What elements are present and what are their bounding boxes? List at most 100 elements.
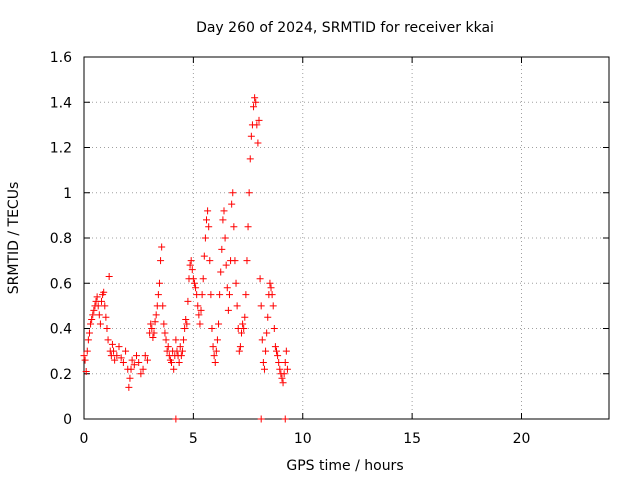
data-point bbox=[281, 415, 289, 423]
data-point bbox=[197, 306, 205, 314]
data-point bbox=[210, 352, 218, 360]
data-point bbox=[204, 207, 212, 215]
data-point bbox=[221, 234, 229, 242]
y-tick-label: 1 bbox=[63, 186, 72, 202]
data-point bbox=[236, 343, 244, 351]
data-point bbox=[251, 94, 259, 102]
data-point bbox=[213, 336, 221, 344]
data-point bbox=[148, 325, 156, 332]
data-point bbox=[225, 291, 233, 299]
data-point bbox=[95, 311, 103, 319]
data-point bbox=[111, 356, 119, 364]
data-point bbox=[273, 347, 280, 355]
data-point bbox=[208, 325, 216, 332]
data-point bbox=[246, 155, 254, 163]
data-point bbox=[253, 121, 261, 129]
x-axis-label: GPS time / hours bbox=[286, 458, 403, 474]
data-point bbox=[125, 383, 133, 391]
data-point bbox=[98, 297, 105, 305]
data-point bbox=[149, 334, 157, 342]
data-point bbox=[143, 356, 151, 364]
data-point bbox=[275, 358, 283, 366]
data-point bbox=[180, 336, 188, 344]
data-point bbox=[176, 343, 184, 351]
data-point bbox=[238, 329, 245, 337]
data-point bbox=[280, 370, 288, 378]
data-point bbox=[239, 320, 247, 328]
data-point bbox=[135, 358, 143, 366]
data-point bbox=[267, 284, 275, 292]
data-point bbox=[247, 132, 255, 140]
data-point bbox=[192, 284, 200, 292]
data-point bbox=[104, 336, 112, 344]
data-point bbox=[207, 291, 215, 299]
data-point bbox=[133, 352, 140, 360]
data-point bbox=[168, 358, 175, 366]
data-point bbox=[159, 302, 167, 310]
data-point bbox=[164, 343, 172, 351]
data-point bbox=[101, 302, 109, 310]
data-point bbox=[216, 291, 224, 299]
tick-marks bbox=[83, 56, 609, 420]
data-point bbox=[218, 245, 226, 253]
data-point bbox=[141, 352, 149, 360]
data-point bbox=[89, 311, 97, 319]
data-point bbox=[220, 207, 228, 215]
data-point bbox=[278, 374, 286, 382]
data-point bbox=[172, 336, 180, 344]
grid-lines bbox=[84, 57, 609, 419]
data-point bbox=[269, 302, 277, 310]
x-tick-label: 5 bbox=[189, 431, 198, 447]
data-point bbox=[87, 320, 95, 328]
data-point bbox=[157, 257, 165, 265]
data-point bbox=[206, 257, 214, 265]
y-tick-label: 1.2 bbox=[50, 141, 72, 157]
data-point bbox=[155, 279, 163, 287]
y-tick-label: 0.2 bbox=[50, 367, 72, 383]
data-point bbox=[232, 279, 240, 287]
data-point bbox=[84, 336, 92, 344]
data-point bbox=[235, 347, 243, 355]
plot-frame bbox=[83, 56, 610, 420]
data-point bbox=[182, 315, 190, 323]
data-point bbox=[139, 365, 147, 373]
data-point bbox=[244, 223, 252, 231]
data-point bbox=[128, 356, 136, 364]
data-point bbox=[170, 365, 178, 373]
x-tick-label: 15 bbox=[403, 431, 421, 447]
data-point bbox=[242, 291, 250, 299]
data-point bbox=[281, 358, 289, 366]
data-point bbox=[108, 340, 116, 348]
data-point bbox=[115, 343, 123, 351]
data-point bbox=[283, 365, 291, 373]
data-point bbox=[224, 306, 232, 314]
data-point bbox=[209, 343, 217, 351]
data-point bbox=[110, 347, 118, 355]
data-point bbox=[254, 139, 262, 147]
data-point bbox=[88, 315, 96, 323]
data-point bbox=[175, 358, 183, 366]
data-point bbox=[223, 284, 231, 292]
data-point bbox=[130, 361, 138, 369]
data-point bbox=[184, 297, 192, 305]
data-point bbox=[276, 365, 284, 373]
data-point bbox=[231, 257, 239, 265]
x-tick-label: 10 bbox=[294, 431, 312, 447]
data-point bbox=[81, 356, 89, 364]
data-point bbox=[188, 266, 196, 274]
data-point bbox=[256, 275, 264, 283]
data-point bbox=[199, 275, 207, 283]
data-point bbox=[250, 103, 258, 111]
data-point bbox=[183, 320, 191, 328]
data-point bbox=[161, 329, 169, 337]
data-point bbox=[262, 347, 270, 355]
data-point bbox=[255, 116, 263, 124]
data-point bbox=[127, 365, 135, 373]
data-points bbox=[80, 94, 291, 423]
data-point bbox=[274, 352, 282, 360]
data-point bbox=[117, 354, 125, 362]
data-point bbox=[93, 293, 101, 301]
data-point bbox=[181, 325, 189, 332]
data-point bbox=[252, 98, 260, 106]
data-point bbox=[186, 261, 194, 269]
